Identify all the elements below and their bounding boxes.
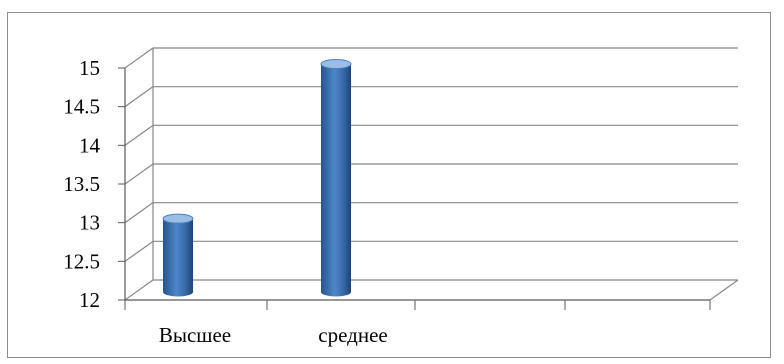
side-gridline-0 [124,47,154,69]
y-tick-label-5: 12.5 [63,249,100,273]
side-gridline-1 [124,86,154,108]
bar-1 [320,59,352,297]
y-tick-label-2: 14 [79,133,101,157]
y-tick-label-1: 14.5 [63,95,100,119]
bar-0 [162,213,194,297]
bar-body-0 [163,218,193,297]
y-tick-label-4: 13 [79,211,100,235]
side-gridline-6 [124,279,154,301]
gridlines [124,47,738,301]
bars [162,59,352,297]
y-tick-label-0: 15 [79,56,100,80]
labels: 15 14.5 14 13.5 13 12.5 12 Высшее среднее [63,56,387,347]
bar-top-0 [162,213,194,224]
y-tick-label-6: 12 [79,288,100,312]
axes [118,48,739,310]
bar-body-1 [321,64,351,297]
side-gridline-5 [124,240,154,262]
x-tick-label-0: Высшее [159,323,231,347]
side-gridline-4 [124,202,154,224]
bar-top-1 [320,59,352,69]
x-tick-label-1: среднее [318,323,387,347]
side-gridline-2 [124,124,154,146]
side-gridline-3 [124,163,154,185]
floor-right-edge [709,279,739,301]
y-tick-label-3: 13.5 [63,172,100,196]
